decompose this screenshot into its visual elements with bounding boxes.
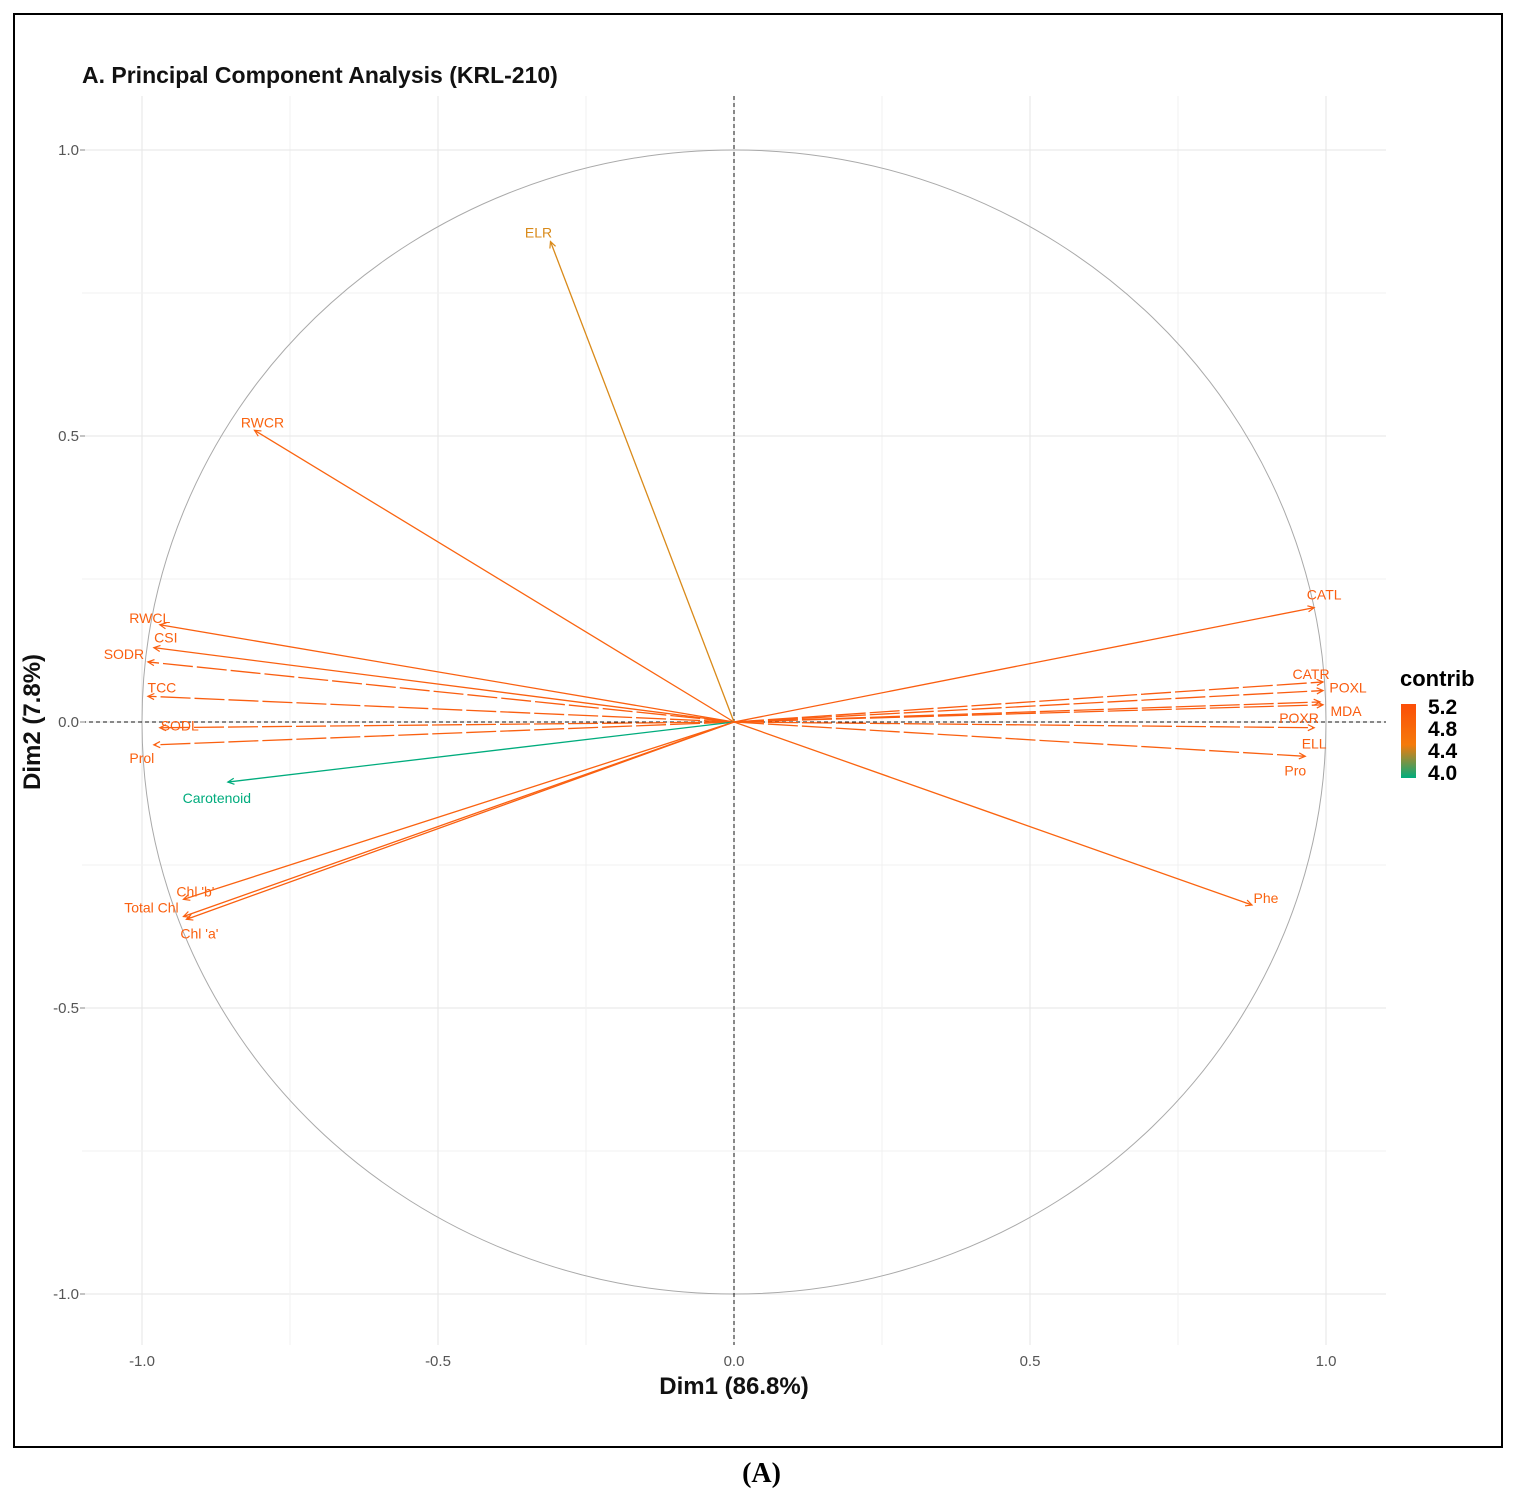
arrow-sodr [147, 661, 735, 723]
variable-label: CATR [1293, 666, 1330, 682]
arrowhead [185, 913, 194, 921]
legend-colorbar [1401, 704, 1416, 778]
arrow-poxr [733, 704, 1324, 723]
variable-label: SODL [161, 718, 199, 734]
arrow-poxl [733, 689, 1324, 723]
arrow-ell [733, 721, 1315, 729]
x-tick-label: 1.0 [1316, 1353, 1337, 1370]
arrow-catr [733, 681, 1324, 723]
figure-frame [13, 13, 1503, 1448]
arrowhead [1316, 678, 1325, 686]
arrowhead [146, 658, 155, 667]
variable-label: MDA [1331, 703, 1363, 719]
arrowhead [1244, 899, 1254, 907]
arrow-rwcl [159, 624, 735, 723]
arrow-chl-b- [183, 721, 735, 900]
arrowhead [1316, 701, 1325, 709]
variable-label: Carotenoid [183, 790, 252, 806]
arrow-carotenoid [227, 721, 735, 783]
arrow-tcc [147, 695, 735, 723]
arrowhead [1307, 724, 1316, 732]
arrowhead [226, 777, 235, 785]
variable-label: Phe [1254, 890, 1279, 906]
y-tick-label: 1.0 [58, 142, 79, 159]
arrow-rwcr [254, 429, 735, 723]
variable-label: POXR [1279, 710, 1319, 726]
arrowhead [1307, 605, 1316, 613]
variable-arrows [146, 240, 1325, 921]
variable-label: Chl 'a' [180, 925, 218, 941]
y-axis-label: Dim2 (7.8%) [19, 654, 46, 790]
arrow-elr [549, 241, 735, 723]
arrow-prol [153, 721, 735, 746]
variable-label: CATL [1307, 587, 1342, 603]
arrowhead [158, 724, 167, 732]
arrow-csi [153, 646, 735, 723]
arrow-chl-a- [186, 721, 735, 920]
arrowhead [152, 741, 161, 749]
arrowhead [146, 692, 155, 701]
variable-label: POXL [1329, 680, 1367, 696]
variable-label: RWCL [129, 610, 170, 626]
figure-caption: (A) [742, 1458, 781, 1489]
variable-label: Pro [1284, 762, 1306, 778]
y-tick-label: -1.0 [53, 1286, 79, 1303]
variable-label: Total Chl [124, 899, 178, 915]
legend-label: 5.2 [1428, 696, 1458, 719]
arrow-catl [733, 606, 1315, 723]
variable-label: ELL [1302, 736, 1327, 752]
x-tick-label: 0.5 [1020, 1353, 1041, 1370]
y-tick-label: -0.5 [53, 1000, 79, 1017]
arrowhead [253, 429, 262, 437]
x-tick-label: -0.5 [425, 1353, 451, 1370]
arrow-sodl [159, 721, 735, 729]
arrowhead [1313, 698, 1322, 706]
variable-label: SODR [104, 646, 144, 662]
chart-title: A. Principal Component Analysis (KRL-210… [82, 62, 558, 88]
variable-label: TCC [148, 679, 177, 695]
variable-label: ELR [525, 225, 552, 241]
tick-labels: -1.0 -0.5 0.0 0.5 1.0 -1.0 -0.5 0.0 0.5 1.0 [53, 142, 1336, 1370]
arrow-pro [733, 721, 1306, 757]
legend-label: 4.4 [1428, 740, 1458, 763]
arrowhead [1298, 752, 1307, 760]
y-tick-label: 0.0 [58, 714, 79, 731]
x-tick-label: -1.0 [129, 1353, 155, 1370]
variable-label: CSI [154, 630, 177, 646]
variable-label: Prol [129, 750, 154, 766]
legend-label: 4.0 [1428, 762, 1458, 785]
variable-label: RWCR [241, 414, 284, 430]
arrowhead [549, 240, 556, 249]
x-axis-label: Dim1 (86.8%) [659, 1373, 808, 1400]
arrow-phe [733, 721, 1253, 906]
variable-labels: ELR RWCR RWCL CSI SODR TCC SODL Prol Carotenoid C… [104, 225, 1367, 942]
x-tick-label: 0.0 [724, 1353, 745, 1370]
y-tick-label: 0.5 [58, 428, 79, 445]
legend-title: contrib [1400, 666, 1475, 691]
arrowhead [158, 622, 167, 630]
arrowhead [182, 894, 191, 901]
legend-label: 4.8 [1428, 718, 1458, 741]
arrowhead [1316, 687, 1325, 695]
arrowhead [152, 644, 161, 652]
variable-label: Chl 'b' [176, 883, 214, 899]
